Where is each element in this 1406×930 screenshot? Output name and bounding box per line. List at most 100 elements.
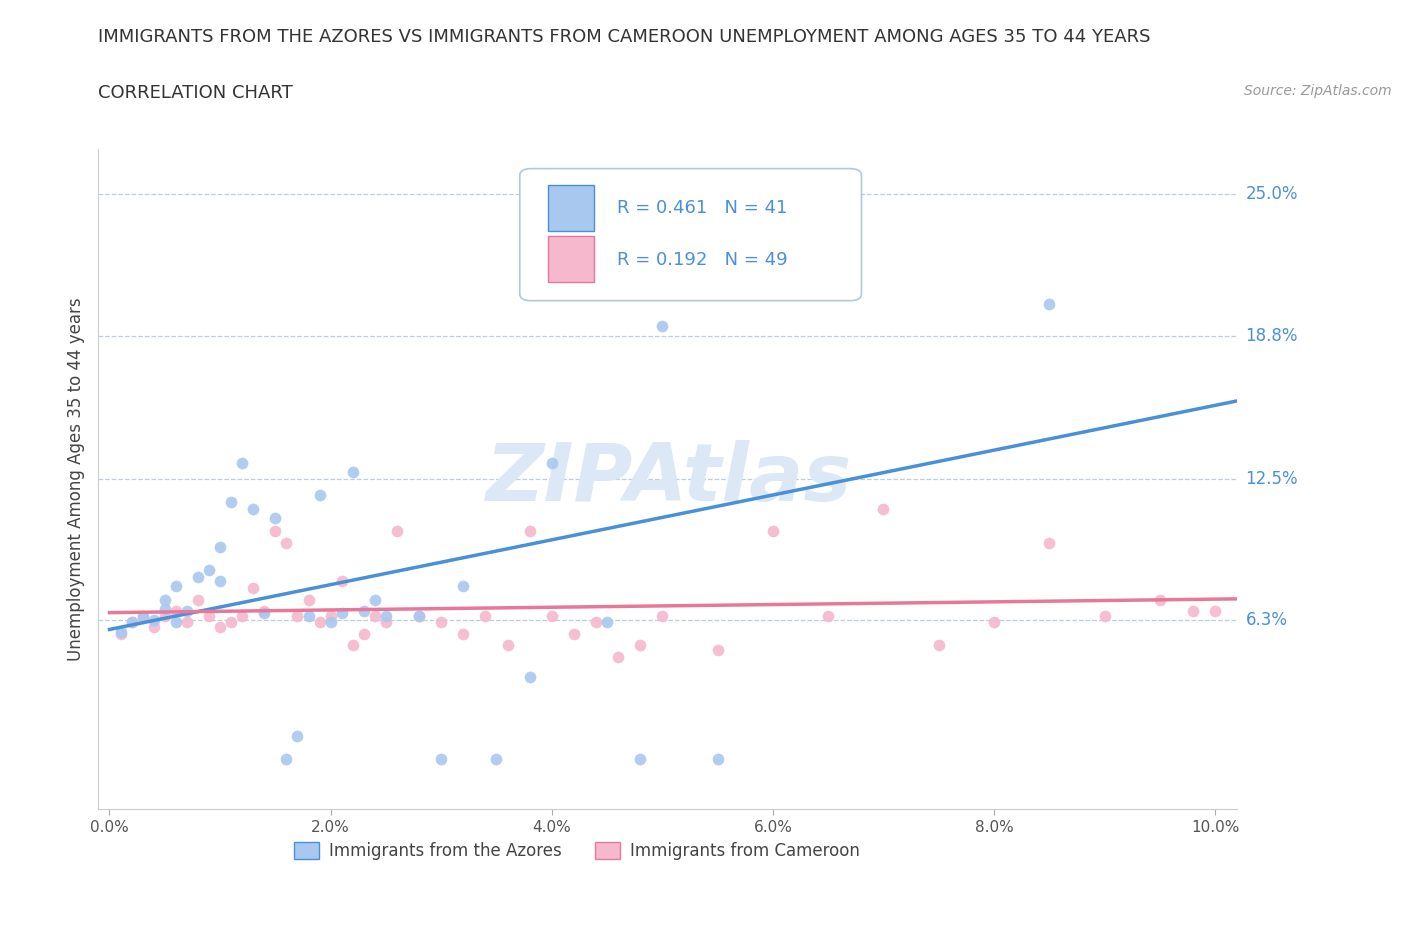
Point — [287, 729, 309, 744]
Text: IMMIGRANTS FROM THE AZORES VS IMMIGRANTS FROM CAMEROON UNEMPLOYMENT AMONG AGES 3: IMMIGRANTS FROM THE AZORES VS IMMIGRANTS… — [98, 28, 1152, 46]
Point — [430, 615, 453, 630]
Text: 18.8%: 18.8% — [1246, 326, 1298, 344]
Point — [453, 626, 475, 641]
Point — [496, 638, 519, 653]
Point — [153, 592, 176, 607]
Point — [364, 608, 387, 623]
Point — [540, 608, 562, 623]
Point — [319, 608, 342, 623]
Text: 25.0%: 25.0% — [1246, 185, 1298, 204]
Point — [596, 615, 619, 630]
FancyBboxPatch shape — [548, 185, 593, 232]
Point — [628, 751, 651, 766]
FancyBboxPatch shape — [520, 168, 862, 300]
Text: ZIPAtlas: ZIPAtlas — [485, 440, 851, 518]
Point — [187, 592, 209, 607]
Point — [485, 751, 508, 766]
Text: R = 0.192   N = 49: R = 0.192 N = 49 — [617, 251, 787, 269]
Point — [872, 501, 894, 516]
Point — [342, 465, 364, 480]
Point — [297, 592, 319, 607]
Point — [253, 604, 276, 618]
Point — [519, 524, 541, 538]
Point — [198, 608, 221, 623]
Point — [342, 638, 364, 653]
Point — [1094, 608, 1116, 623]
Point — [817, 608, 839, 623]
Point — [142, 613, 165, 628]
Point — [1038, 536, 1060, 551]
Point — [628, 638, 651, 653]
Point — [585, 615, 607, 630]
Point — [762, 524, 785, 538]
Point — [121, 615, 143, 630]
Point — [297, 608, 319, 623]
Point — [1149, 592, 1171, 607]
Point — [330, 605, 353, 620]
Point — [330, 574, 353, 589]
Point — [308, 615, 330, 630]
Legend: Immigrants from the Azores, Immigrants from Cameroon: Immigrants from the Azores, Immigrants f… — [287, 835, 866, 867]
Point — [209, 574, 232, 589]
Point — [264, 524, 287, 538]
Point — [276, 751, 298, 766]
Text: Source: ZipAtlas.com: Source: ZipAtlas.com — [1244, 84, 1392, 98]
Point — [408, 608, 430, 623]
Point — [374, 615, 396, 630]
Point — [131, 608, 153, 623]
Point — [983, 615, 1005, 630]
Point — [1038, 296, 1060, 311]
Point — [142, 619, 165, 634]
Point — [165, 604, 187, 618]
Point — [231, 456, 253, 471]
Point — [165, 615, 187, 630]
Point — [928, 638, 950, 653]
Point — [385, 524, 408, 538]
Point — [165, 578, 187, 593]
Point — [219, 494, 242, 509]
Point — [231, 608, 253, 623]
Point — [319, 615, 342, 630]
Text: CORRELATION CHART: CORRELATION CHART — [98, 84, 294, 101]
Point — [110, 624, 132, 639]
Point — [287, 608, 309, 623]
Point — [276, 536, 298, 551]
Point — [308, 487, 330, 502]
Point — [562, 626, 585, 641]
Point — [121, 615, 143, 630]
Point — [706, 643, 728, 658]
Point — [242, 581, 264, 596]
Point — [562, 273, 585, 288]
Point — [408, 608, 430, 623]
Point — [176, 615, 198, 630]
Point — [374, 608, 396, 623]
Point — [1182, 604, 1205, 618]
Point — [651, 319, 673, 334]
Point — [209, 539, 232, 554]
Point — [651, 608, 673, 623]
Point — [474, 608, 496, 623]
Point — [353, 626, 375, 641]
Point — [153, 608, 176, 623]
Point — [198, 563, 221, 578]
Point — [219, 615, 242, 630]
Point — [242, 501, 264, 516]
Point — [762, 259, 785, 274]
Text: 12.5%: 12.5% — [1246, 470, 1298, 488]
Text: 6.3%: 6.3% — [1246, 611, 1288, 629]
Point — [209, 619, 232, 634]
Point — [607, 649, 630, 664]
Point — [519, 670, 541, 684]
Point — [453, 578, 475, 593]
Point — [187, 569, 209, 584]
Point — [253, 605, 276, 620]
Point — [1204, 604, 1226, 618]
Point — [176, 604, 198, 618]
Point — [353, 604, 375, 618]
Y-axis label: Unemployment Among Ages 35 to 44 years: Unemployment Among Ages 35 to 44 years — [66, 298, 84, 660]
Point — [264, 511, 287, 525]
Text: R = 0.461   N = 41: R = 0.461 N = 41 — [617, 199, 787, 218]
Point — [540, 456, 562, 471]
Point — [110, 626, 132, 641]
Point — [706, 751, 728, 766]
